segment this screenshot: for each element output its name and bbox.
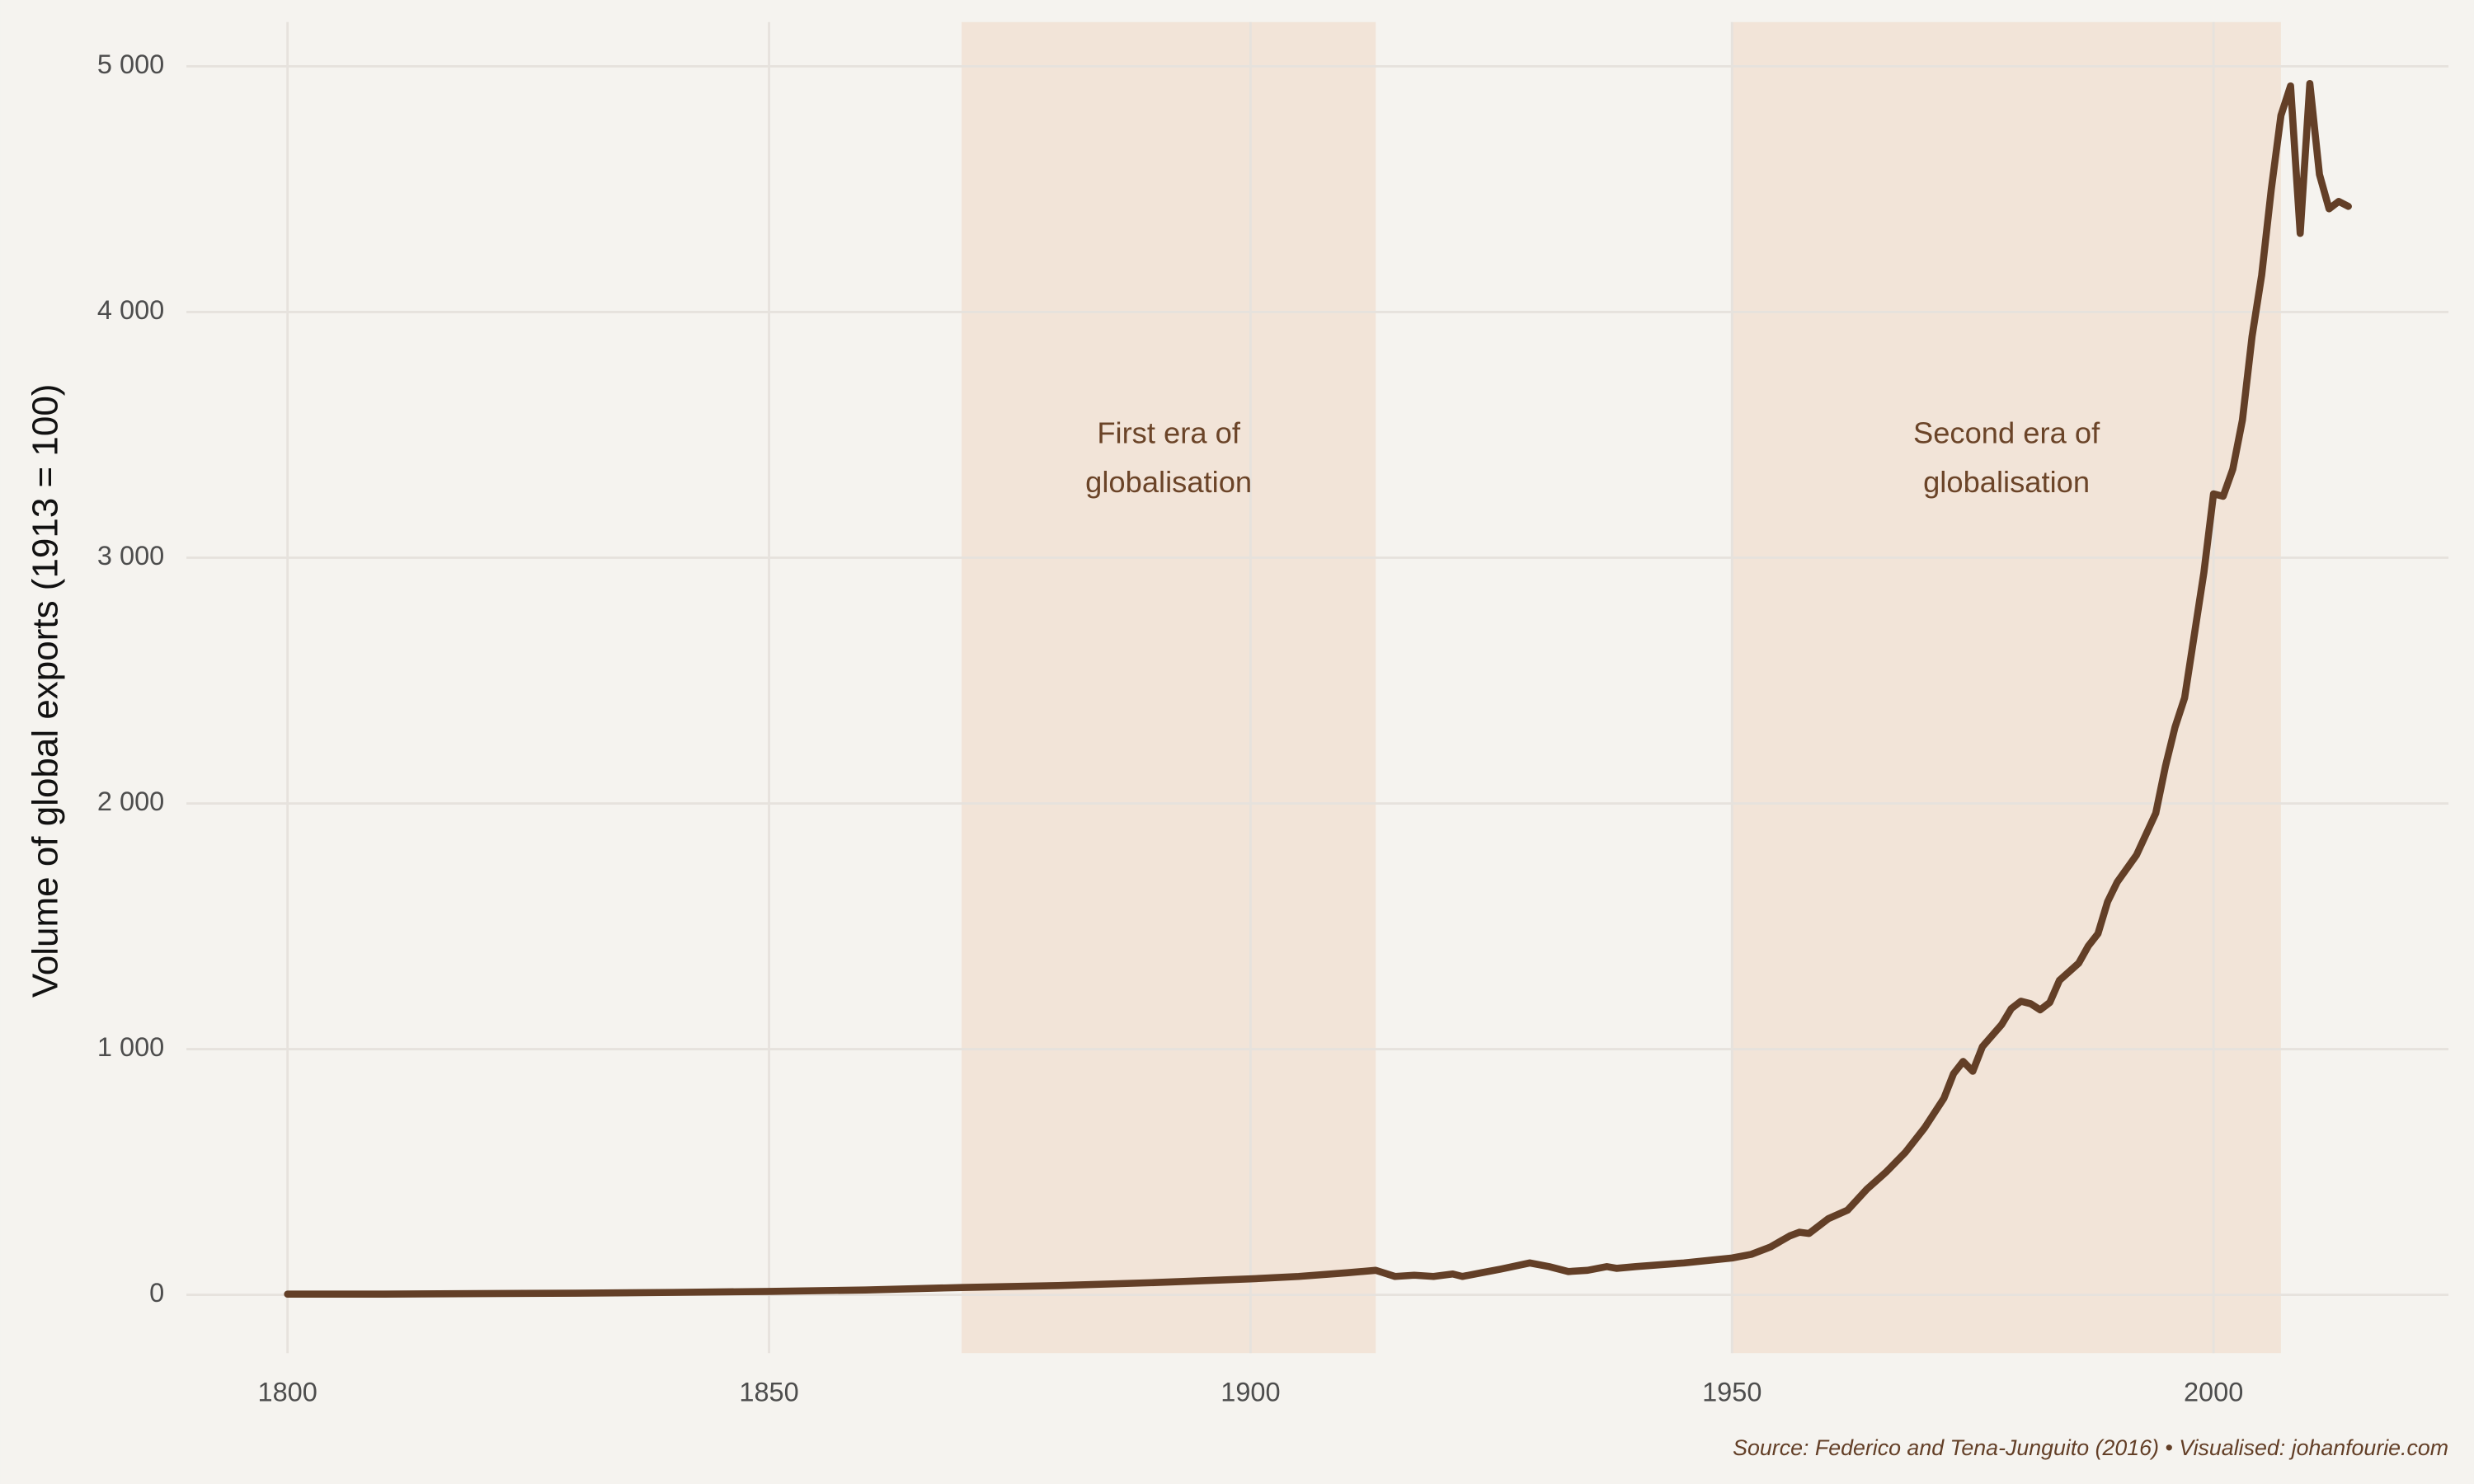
era-label: Second era of — [1913, 416, 2100, 450]
lines — [284, 79, 2352, 1298]
y-tick-label: 4 000 — [97, 295, 164, 325]
x-tick-label: 1850 — [739, 1378, 798, 1407]
y-tick-label: 2 000 — [97, 787, 164, 816]
era-region — [962, 21, 1376, 1354]
annotations: First era of globalisation Second era of gl… — [1085, 416, 2100, 499]
era-label: globalisation — [1085, 465, 1252, 499]
era-label: globalisation — [1923, 465, 2090, 499]
x-tick-label: 2000 — [2184, 1378, 2243, 1407]
y-tick-label: 0 — [149, 1278, 164, 1308]
caption: Source: Federico and Tena-Junguito (2016… — [1733, 1435, 2448, 1460]
era-label: First era of — [1097, 416, 1241, 450]
data-line — [284, 79, 2352, 1298]
y-tick-label: 1 000 — [97, 1032, 164, 1062]
era-region — [1732, 21, 2281, 1354]
y-tick-label: 3 000 — [97, 541, 164, 571]
y-axis-label: Volume of global exports (1913 = 100) — [25, 384, 65, 998]
x-tick-label: 1900 — [1221, 1378, 1280, 1407]
x-tick-label: 1950 — [1702, 1378, 1761, 1407]
y-tick-label: 5 000 — [97, 49, 164, 79]
x-tick-label: 1800 — [257, 1378, 317, 1407]
grid: 0 1 000 2 000 3 000 4 000 5 000 1800 1850 1900 19… — [97, 21, 2449, 1407]
